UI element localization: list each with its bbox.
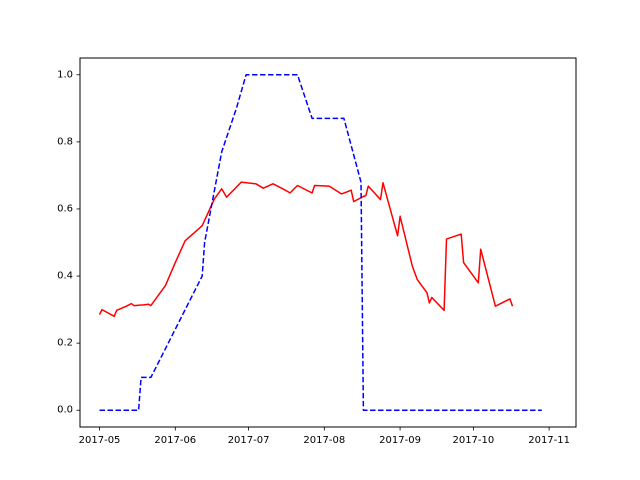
x-tick-label: 2017-05 <box>79 435 121 446</box>
y-tick-label: 0.2 <box>57 338 73 349</box>
x-tick-label: 2017-10 <box>452 435 494 446</box>
red-solid-series-line <box>98 181 514 318</box>
x-tick-label: 2017-11 <box>528 435 570 446</box>
x-tick-label: 2017-09 <box>379 435 421 446</box>
plot-frame <box>79 57 577 428</box>
y-tick-label: 0.0 <box>57 405 73 416</box>
x-tick-label: 2017-07 <box>228 435 270 446</box>
y-tick-label: 0.4 <box>57 271 73 282</box>
y-tick-label: 1.0 <box>57 69 73 80</box>
axis-ticks: 0.0 0.2 0.4 0.6 0.8 1.0 2017-05 2017-06 2017-07 2… <box>57 69 570 446</box>
blue-dashed-series-line <box>99 74 542 411</box>
y-tick-label: 0.6 <box>57 203 73 214</box>
series-layer <box>98 74 542 411</box>
x-tick-label: 2017-08 <box>303 435 345 446</box>
y-tick-label: 0.8 <box>57 136 73 147</box>
x-tick-label: 2017-06 <box>154 435 196 446</box>
